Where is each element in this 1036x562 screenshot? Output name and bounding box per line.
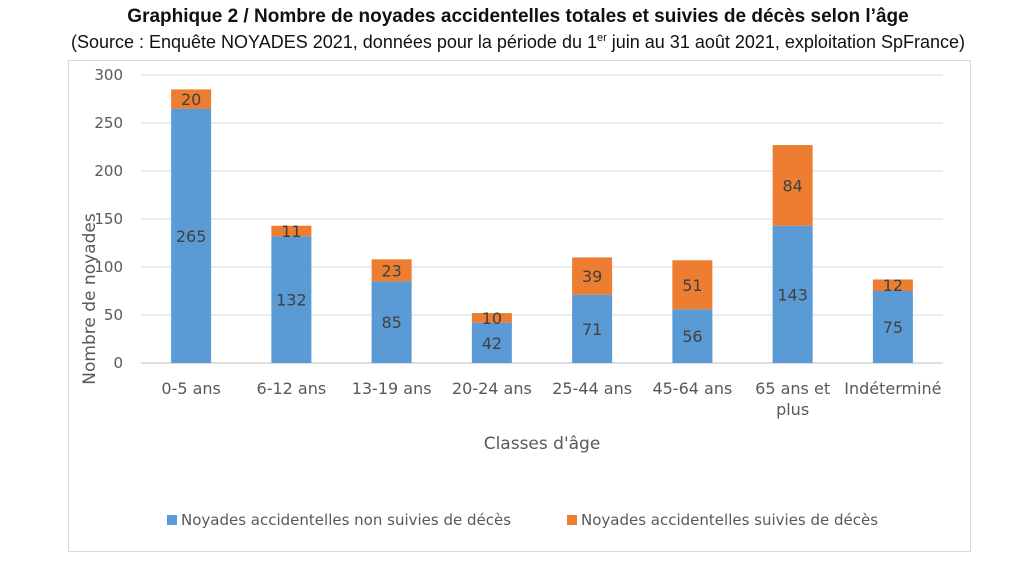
bar-non-fatal: [572, 294, 613, 363]
bar-fatal: [271, 225, 312, 237]
data-label: 42: [482, 334, 502, 353]
y-tick-label: 250: [94, 114, 123, 132]
data-label: 143: [777, 285, 808, 304]
bar-fatal: [672, 260, 713, 310]
x-tick-label: 20-24 ans: [452, 379, 532, 398]
bar-non-fatal: [672, 309, 713, 363]
bar-non-fatal: [271, 236, 312, 363]
bar-fatal: [371, 259, 412, 282]
y-tick-label: 100: [94, 258, 123, 276]
x-tick-label: 45-64 ans: [652, 379, 732, 398]
x-tick-label: 0-5 ans: [161, 379, 221, 398]
bar-fatal: [872, 279, 913, 291]
legend-label-non-fatal: Noyades accidentelles non suivies de déc…: [181, 511, 511, 529]
data-label: 132: [276, 291, 307, 310]
data-label: 20: [181, 90, 201, 109]
data-label: 71: [582, 320, 602, 339]
data-label: 85: [381, 313, 401, 332]
data-label: 265: [176, 227, 207, 246]
legend-swatch-non-fatal: [167, 515, 177, 525]
y-tick-label: 50: [104, 306, 123, 324]
source-superscript: er: [596, 32, 607, 44]
x-tick-label: Indéterminé: [844, 379, 941, 398]
source-suffix: juin au 31 août 2021, exploitation SpFra…: [606, 32, 966, 52]
data-label: 51: [682, 276, 702, 295]
source-prefix: (Source : Enquête NOYADES 2021, données …: [70, 32, 597, 52]
bar-non-fatal: [872, 291, 913, 363]
chart-title: Graphique 2 / Nombre de noyades accident…: [127, 6, 909, 27]
x-tick-label: 65 ans et: [755, 379, 830, 398]
x-axis-title: Classes d'âge: [484, 434, 601, 454]
chart-source: (Source : Enquête NOYADES 2021, données …: [0, 32, 1036, 53]
bar-fatal: [471, 313, 512, 323]
bar-non-fatal: [171, 108, 212, 363]
y-tick-label: 200: [94, 162, 123, 180]
data-label: 75: [883, 318, 903, 337]
data-label: 11: [281, 222, 301, 241]
bar-fatal: [572, 257, 613, 295]
y-axis-title: Nombre de noyades: [80, 213, 100, 385]
bar-fatal: [772, 145, 813, 226]
x-tick-label: plus: [776, 400, 809, 419]
y-tick-label: 300: [94, 66, 123, 84]
data-label: 39: [582, 267, 602, 286]
y-tick-label: 0: [113, 354, 123, 372]
bar-non-fatal: [371, 281, 412, 363]
x-tick-label: 6-12 ans: [257, 379, 327, 398]
y-tick-label: 150: [94, 210, 123, 228]
data-label: 84: [782, 176, 802, 195]
data-label: 56: [682, 327, 702, 346]
x-tick-label: 25-44 ans: [552, 379, 632, 398]
data-label: 10: [482, 309, 502, 328]
bar-fatal: [171, 89, 212, 109]
data-label: 12: [883, 276, 903, 295]
legend-label-fatal: Noyades accidentelles suivies de décès: [581, 511, 878, 529]
legend-swatch-fatal: [567, 515, 577, 525]
chart-frame: [68, 60, 971, 552]
bar-non-fatal: [772, 225, 813, 363]
x-tick-label: 13-19 ans: [352, 379, 432, 398]
data-label: 23: [381, 261, 401, 280]
bar-non-fatal: [471, 322, 512, 363]
